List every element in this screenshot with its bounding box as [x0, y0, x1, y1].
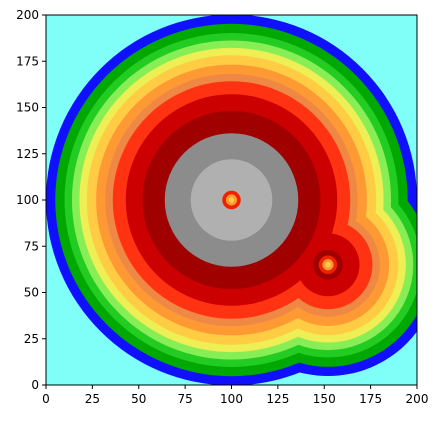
- y-tick-label: 0: [31, 378, 39, 392]
- x-tick-label: 200: [406, 392, 429, 406]
- heatmap-field: [46, 15, 417, 385]
- x-tick-label: 150: [313, 392, 336, 406]
- y-tick-label: 150: [16, 101, 39, 115]
- y-tick-label: 200: [16, 8, 39, 22]
- x-tick-label: 50: [131, 392, 146, 406]
- source-ring: [325, 261, 331, 268]
- y-tick-label: 50: [24, 286, 39, 300]
- x-tick-label: 25: [85, 392, 100, 406]
- y-tick-label: 125: [16, 147, 39, 161]
- x-tick-label: 0: [42, 392, 50, 406]
- y-tick-label: 75: [24, 239, 39, 253]
- y-tick-label: 25: [24, 332, 39, 346]
- y-tick-label: 175: [16, 54, 39, 68]
- x-tick-label: 175: [359, 392, 382, 406]
- y-tick-label: 100: [16, 193, 39, 207]
- source-ring: [228, 197, 235, 203]
- x-tick-label: 100: [220, 392, 243, 406]
- x-tick-label: 75: [177, 392, 192, 406]
- x-tick-label: 125: [266, 392, 289, 406]
